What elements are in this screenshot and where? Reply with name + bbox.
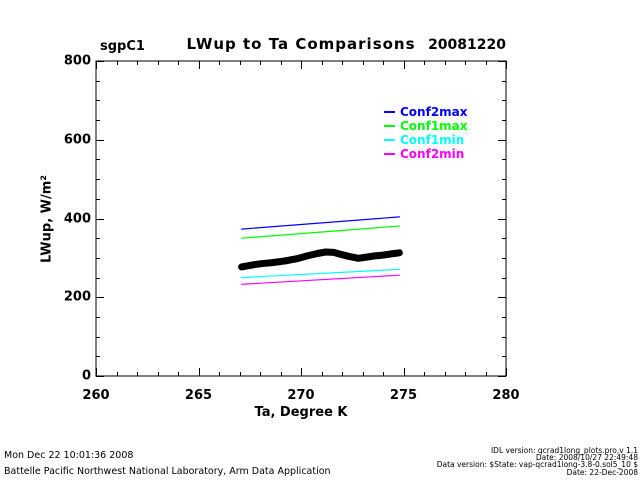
y-tick-label: 400 <box>63 211 91 226</box>
legend-label: Conf2min <box>400 147 465 161</box>
x-tick-label: 265 <box>184 388 213 403</box>
x-tick-label: 275 <box>389 388 418 403</box>
plot-title: LWup to Ta Comparisons <box>186 35 416 53</box>
series-line-conf1max <box>241 225 400 239</box>
y-tick-label: 600 <box>63 132 91 148</box>
series-line-conf1min <box>241 268 400 279</box>
legend: Conf2max Conf1max Conf1min Conf2min <box>384 105 468 161</box>
x-tick-label: 280 <box>492 388 520 403</box>
footer-version-block: IDL version: qcrad1long_plots.pro,v 1.1 … <box>437 447 638 476</box>
legend-label: Conf2max <box>400 105 468 119</box>
legend-line-swatch-conf1max <box>384 125 395 127</box>
footer-data-version: Data version: $State: vap-qcrad1long-3.8… <box>436 460 638 470</box>
legend-item-conf2max: Conf2max <box>384 105 468 119</box>
legend-line-swatch-conf2max <box>384 111 395 113</box>
plot-date: 20081220 <box>428 37 506 53</box>
y-tick-label: 0 <box>81 368 91 384</box>
x-tick-label: 260 <box>82 388 110 403</box>
legend-label: Conf1max <box>400 119 468 133</box>
legend-line-swatch-conf2min <box>384 153 395 155</box>
footer-idl-version: IDL version: qcrad1long_plots.pro,v 1.1 <box>490 446 638 455</box>
series-line-lwup-observed <box>238 248 403 271</box>
footer-plot-date: Date: 22-Dec-2008 <box>566 467 638 477</box>
legend-item-conf2min: Conf2min <box>384 147 468 161</box>
series-line-conf2min <box>241 274 400 285</box>
legend-item-conf1max: Conf1max <box>384 119 468 133</box>
x-axis-label: Ta, Degree K <box>254 405 348 420</box>
footer-idl-date: Date: 2008/10/27 22:49:48 <box>535 453 638 463</box>
x-tick-label: 270 <box>287 388 315 403</box>
legend-line-swatch-conf1min <box>384 139 395 141</box>
footer-organization: Battelle Pacific Northwest National Labo… <box>4 466 331 477</box>
legend-label: Conf1min <box>400 133 465 147</box>
y-axis-label: LWup, W/m² <box>39 175 55 263</box>
site-label: sgpC1 <box>100 39 145 54</box>
axis-ticks <box>96 61 507 377</box>
footer-timestamp: Mon Dec 22 10:01:36 2008 <box>4 450 134 461</box>
legend-item-conf1min: Conf1min <box>384 133 468 147</box>
series-line-conf2max <box>241 216 400 230</box>
y-tick-label: 200 <box>63 289 91 305</box>
y-tick-label: 800 <box>63 53 91 69</box>
